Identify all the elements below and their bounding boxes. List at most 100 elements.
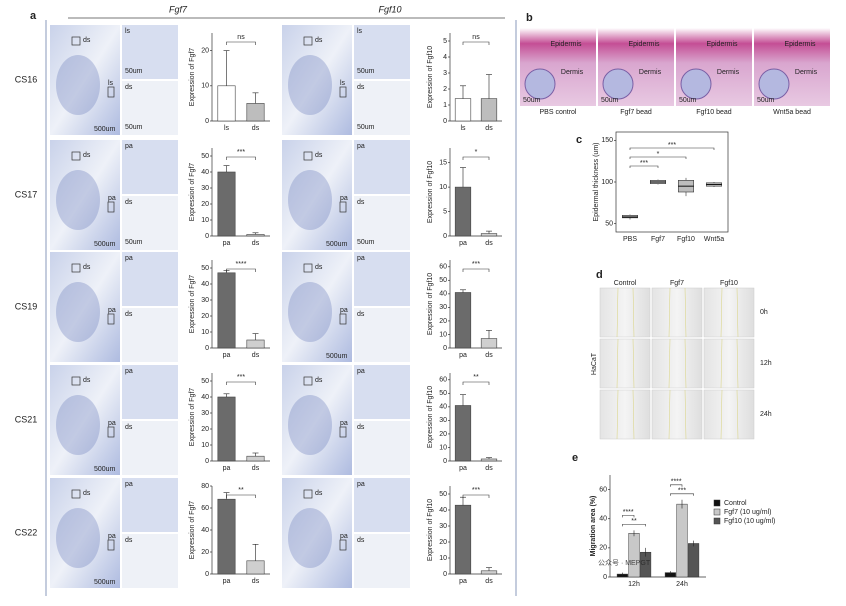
inset-box [303, 36, 313, 46]
image-label: pa [340, 533, 348, 540]
x-tick-label: pa [459, 465, 467, 472]
tissue [288, 282, 332, 342]
scratch-image [703, 338, 755, 389]
x-tick-label: ds [485, 125, 493, 132]
legend-label: Fgf10 (10 ug/ml) [724, 518, 775, 525]
gene-header: Fgf7 [169, 4, 188, 14]
sig-bracket [622, 515, 635, 518]
wound-edge [736, 338, 739, 389]
image-label: pa [357, 368, 365, 375]
image-label: 500um [326, 353, 348, 360]
y-axis-label: Migration area (%) [590, 496, 597, 557]
significance: *** [472, 487, 480, 494]
ish-image [282, 25, 352, 135]
sig-bracket [629, 165, 659, 168]
image-label: 500um [326, 241, 348, 248]
y-tick-label: 30 [201, 297, 209, 304]
ish-zoom [354, 140, 410, 194]
caption: Fgf10 bead [696, 109, 732, 116]
y-tick-label: 50 [439, 277, 447, 284]
inset-box [107, 539, 115, 551]
sig-bracket [226, 41, 256, 45]
ish-image [282, 365, 352, 475]
y-tick-label: 5 [443, 38, 447, 45]
image-label: ls [108, 80, 114, 87]
y-tick-label: 0 [443, 458, 447, 465]
ish-zoom [354, 196, 410, 250]
bar [246, 339, 265, 349]
y-tick-label: 0 [443, 345, 447, 352]
ish-zoom [122, 140, 178, 194]
y-tick-label: 40 [201, 527, 209, 534]
y-tick-label: 30 [439, 417, 447, 424]
inset-box [339, 313, 347, 325]
significance: * [657, 151, 660, 158]
stage-label: CS17 [15, 189, 38, 199]
bead [758, 68, 790, 100]
x-tick-label: ds [485, 578, 493, 585]
inset-box [107, 426, 115, 438]
ish-zoom [354, 534, 410, 588]
panel-label: a [30, 10, 37, 22]
tissue [288, 508, 332, 568]
x-tick-label: Fgf10 [677, 236, 695, 243]
ish-zoom [122, 25, 178, 79]
image-label: pa [108, 420, 116, 427]
significance: **** [623, 509, 634, 516]
inset-box [71, 376, 81, 386]
ish-zoom [122, 421, 178, 475]
y-tick-label: 1 [443, 102, 447, 109]
wound-edge [720, 338, 723, 389]
ish-zoom [354, 81, 410, 135]
inset-box [71, 263, 81, 273]
y-tick-label: 60 [599, 486, 607, 493]
inset-box [303, 489, 313, 499]
bar [454, 292, 472, 349]
inset-box [303, 263, 313, 273]
x-tick-label: PBS [623, 236, 637, 243]
sig-bracket [462, 494, 490, 498]
scratch-image [651, 338, 703, 389]
image-label: ds [357, 199, 365, 206]
y-tick-label: 10 [201, 442, 209, 449]
scratch-image [651, 389, 703, 440]
stage-label: CS21 [15, 414, 38, 424]
y-tick-label: 60 [439, 377, 447, 384]
x-tick-label: ds [485, 352, 493, 359]
y-tick-label: 5 [443, 208, 447, 215]
bar [480, 338, 498, 349]
ish-image [50, 252, 120, 362]
y-axis-label: Expression of Fgf10 [427, 161, 434, 223]
sig-bracket [462, 268, 490, 272]
x-tick-label: pa [223, 578, 231, 585]
image-label: 50um [357, 124, 375, 131]
y-tick-label: 15 [439, 160, 447, 167]
caption: PBS control [540, 109, 577, 116]
x-tick-label: pa [223, 465, 231, 472]
bar [246, 455, 265, 462]
x-tick-label: pa [459, 352, 467, 359]
y-axis-label: Expression of Fgf7 [189, 275, 196, 333]
y-tick-label: 20 [439, 431, 447, 438]
y-tick-label: 10 [439, 444, 447, 451]
stage-label: CS22 [15, 527, 38, 537]
y-tick-label: 50 [439, 491, 447, 498]
sig-bracket [670, 493, 694, 496]
y-tick-label: 100 [601, 179, 613, 186]
image-label: Epidermis [706, 41, 738, 48]
legend-swatch [713, 517, 721, 525]
image-label: pa [357, 255, 365, 262]
image-label: ds [315, 264, 323, 271]
image-label: pa [357, 481, 365, 488]
inset-box [303, 151, 313, 161]
inset-box [339, 201, 347, 213]
y-axis-label: Expression of Fgf7 [189, 388, 196, 446]
ish-zoom [354, 365, 410, 419]
significance: **** [236, 261, 247, 268]
y-axis-label: Expression of Fgf10 [427, 46, 434, 108]
column-header: Fgf7 [670, 280, 684, 287]
significance: ns [472, 34, 480, 41]
bar [217, 85, 236, 122]
legend-label: Fgf7 (10 ug/ml) [724, 509, 771, 516]
